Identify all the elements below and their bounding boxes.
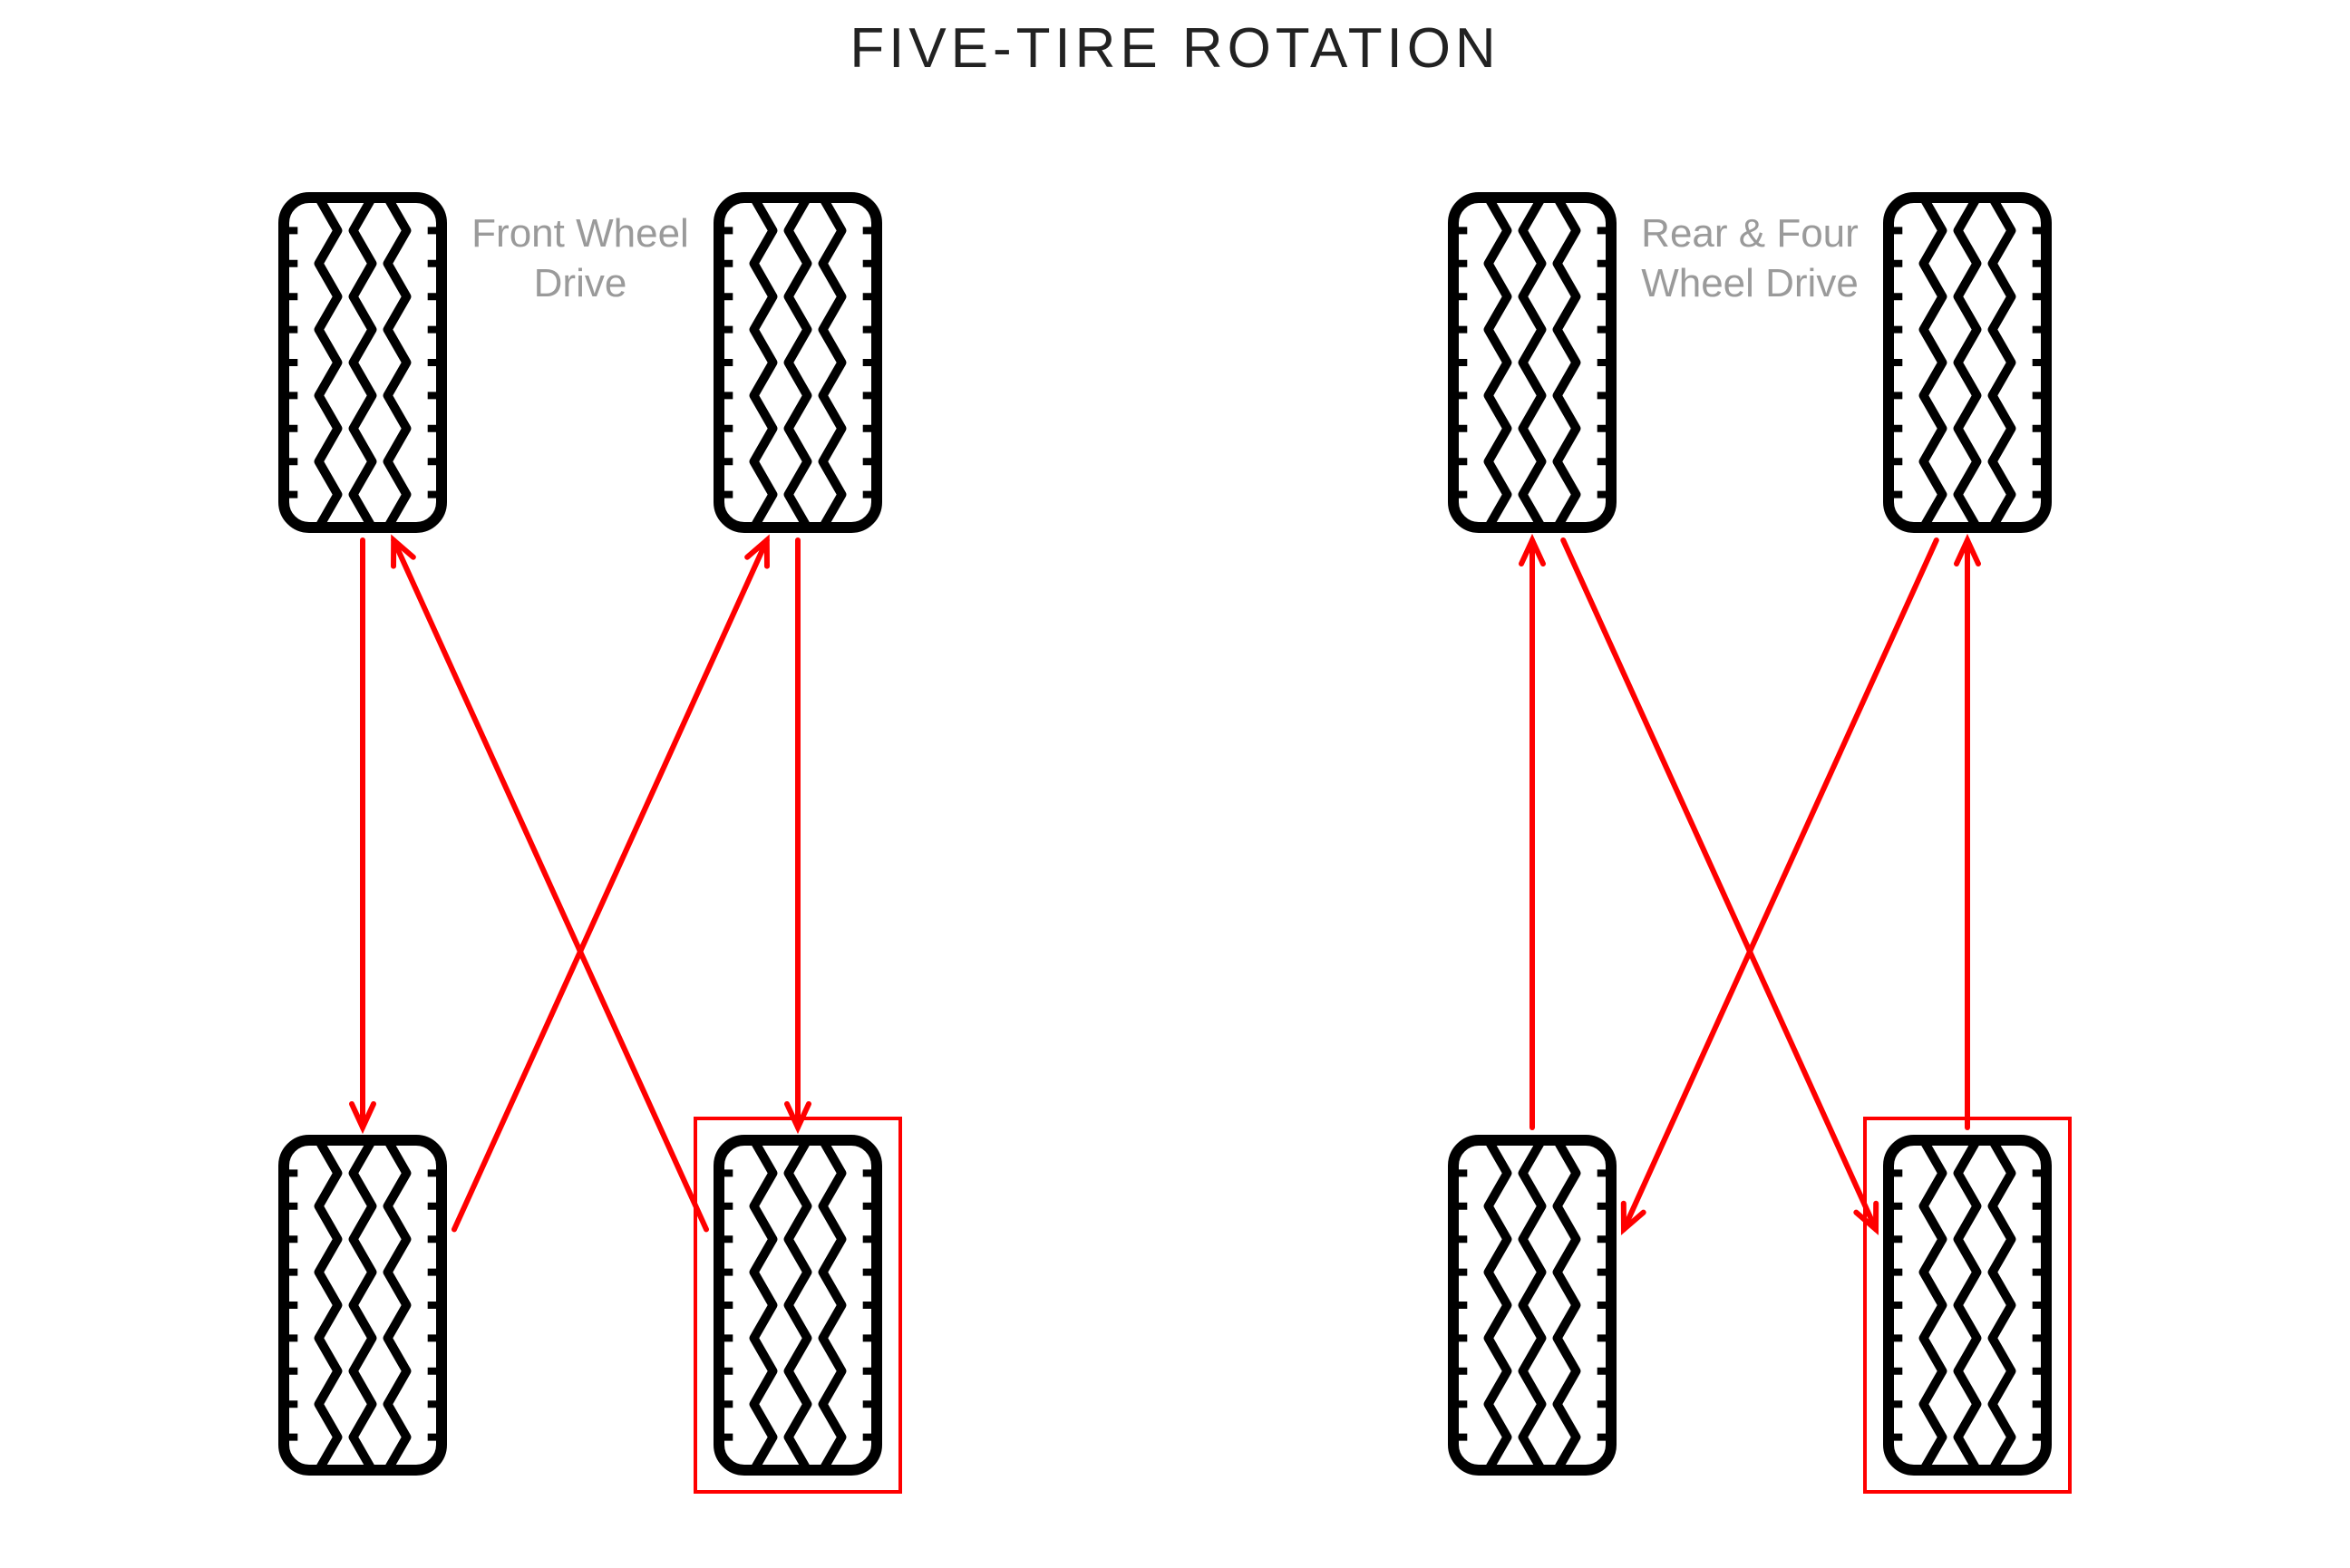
rotation-arrows (0, 0, 2350, 1568)
diagram-stage: FIVE-TIRE ROTATION Front Wheel Drive Rea… (0, 0, 2350, 1568)
